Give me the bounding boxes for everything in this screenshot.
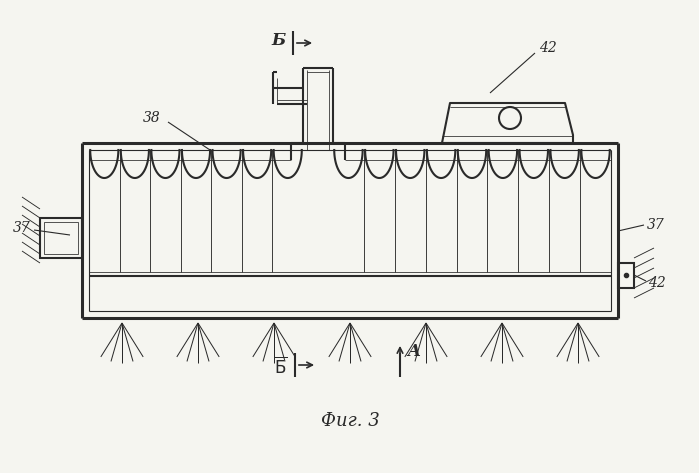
Bar	[44, 222, 78, 254]
Bar	[618, 263, 634, 288]
Text: 37: 37	[13, 221, 31, 235]
Text: 42: 42	[539, 41, 557, 55]
Text: 37: 37	[647, 218, 665, 232]
Text: $\overline{\mathrm{Б}}$: $\overline{\mathrm{Б}}$	[274, 357, 288, 377]
Text: A: A	[408, 342, 420, 359]
Text: Б: Б	[272, 33, 286, 50]
Text: Фиг. 3: Фиг. 3	[321, 412, 380, 430]
Bar	[40, 218, 82, 258]
Text: 42: 42	[648, 276, 666, 290]
Text: 38: 38	[143, 111, 161, 125]
